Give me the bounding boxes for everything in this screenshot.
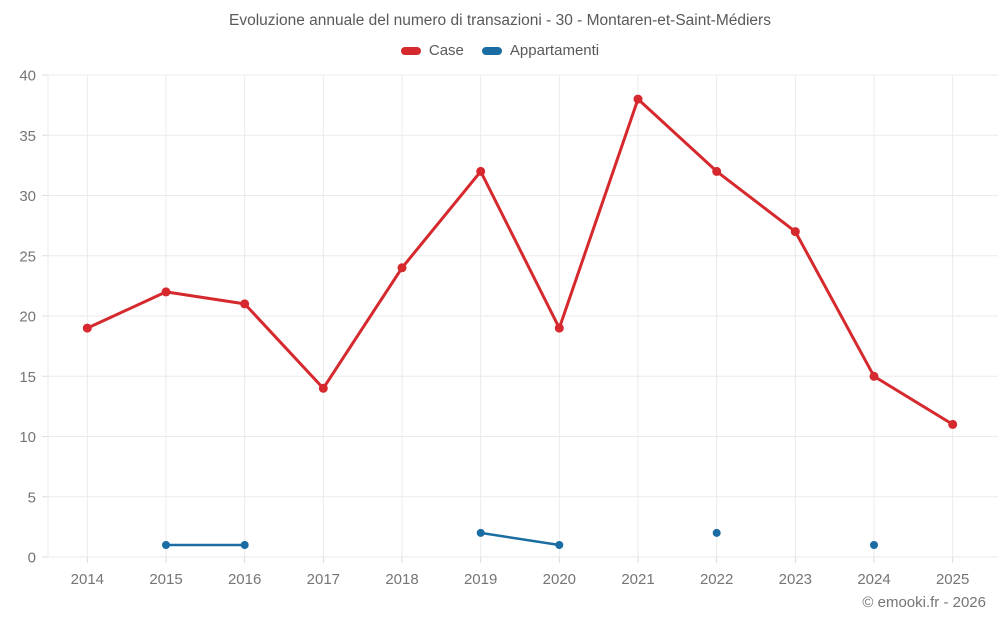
data-point-case-2016[interactable] (240, 299, 250, 309)
data-point-case-2023[interactable] (790, 227, 800, 237)
series-line-case (85, 97, 955, 426)
data-point-case-2015[interactable] (161, 287, 171, 297)
case-legend-swatch-icon (400, 46, 421, 55)
x-tick-label-2017: 2017 (307, 571, 340, 588)
data-point-appartamenti-2022[interactable] (712, 528, 721, 537)
legend-item-appartamenti[interactable]: Appartamenti (481, 42, 600, 59)
y-tick-label-20: 20 (19, 309, 36, 326)
x-tick-label-2020: 2020 (543, 571, 576, 588)
y-tick-label-0: 0 (28, 550, 36, 567)
y-tick-label-5: 5 (28, 489, 36, 506)
data-point-appartamenti-2016[interactable] (240, 541, 249, 549)
data-point-case-2019[interactable] (476, 166, 486, 176)
y-tick-label-35: 35 (19, 128, 36, 145)
x-tick-label-2023: 2023 (779, 571, 812, 588)
series-line-appartamenti (479, 531, 561, 547)
x-tick-label-2018: 2018 (385, 571, 418, 588)
x-tick-label-2016: 2016 (228, 571, 261, 588)
data-point-case-2018[interactable] (397, 263, 407, 273)
data-point-appartamenti-2019[interactable] (476, 528, 485, 537)
legend-label-appartamenti: Appartamenti (509, 42, 600, 59)
y-tick-label-30: 30 (19, 188, 36, 205)
data-point-case-2017[interactable] (318, 383, 328, 393)
y-tick-label-40: 40 (19, 68, 36, 85)
data-point-case-2022[interactable] (712, 166, 722, 176)
data-point-case-2014[interactable] (82, 323, 92, 333)
copyright-text: © emooki.fr - 2026 (862, 594, 986, 611)
y-tick-label-15: 15 (19, 369, 36, 386)
data-point-appartamenti-2024[interactable] (870, 541, 878, 549)
data-point-case-2021[interactable] (633, 94, 643, 104)
x-tick-label-2021: 2021 (621, 571, 654, 588)
legend-item-case[interactable]: Case (400, 42, 464, 59)
chart-title: Evoluzione annuale del numero di transaz… (229, 12, 771, 29)
legend-label-case: Case (428, 42, 464, 59)
data-point-case-2020[interactable] (554, 323, 564, 333)
legend: Case Appartamenti (0, 42, 1000, 59)
x-tick-label-2022: 2022 (700, 571, 733, 588)
x-tick-label-2015: 2015 (149, 571, 182, 588)
x-tick-label-2014: 2014 (71, 571, 104, 588)
x-tick-label-2025: 2025 (936, 571, 969, 588)
y-tick-label-10: 10 (19, 429, 36, 446)
y-tick-label-25: 25 (19, 248, 36, 265)
data-point-case-2025[interactable] (948, 419, 958, 429)
data-point-appartamenti-2020[interactable] (555, 541, 564, 549)
data-point-appartamenti-2015[interactable] (162, 541, 170, 549)
data-point-case-2024[interactable] (869, 371, 879, 381)
x-tick-label-2019: 2019 (464, 571, 497, 588)
x-tick-label-2024: 2024 (857, 571, 890, 588)
appartamenti-legend-swatch-icon (481, 46, 502, 55)
